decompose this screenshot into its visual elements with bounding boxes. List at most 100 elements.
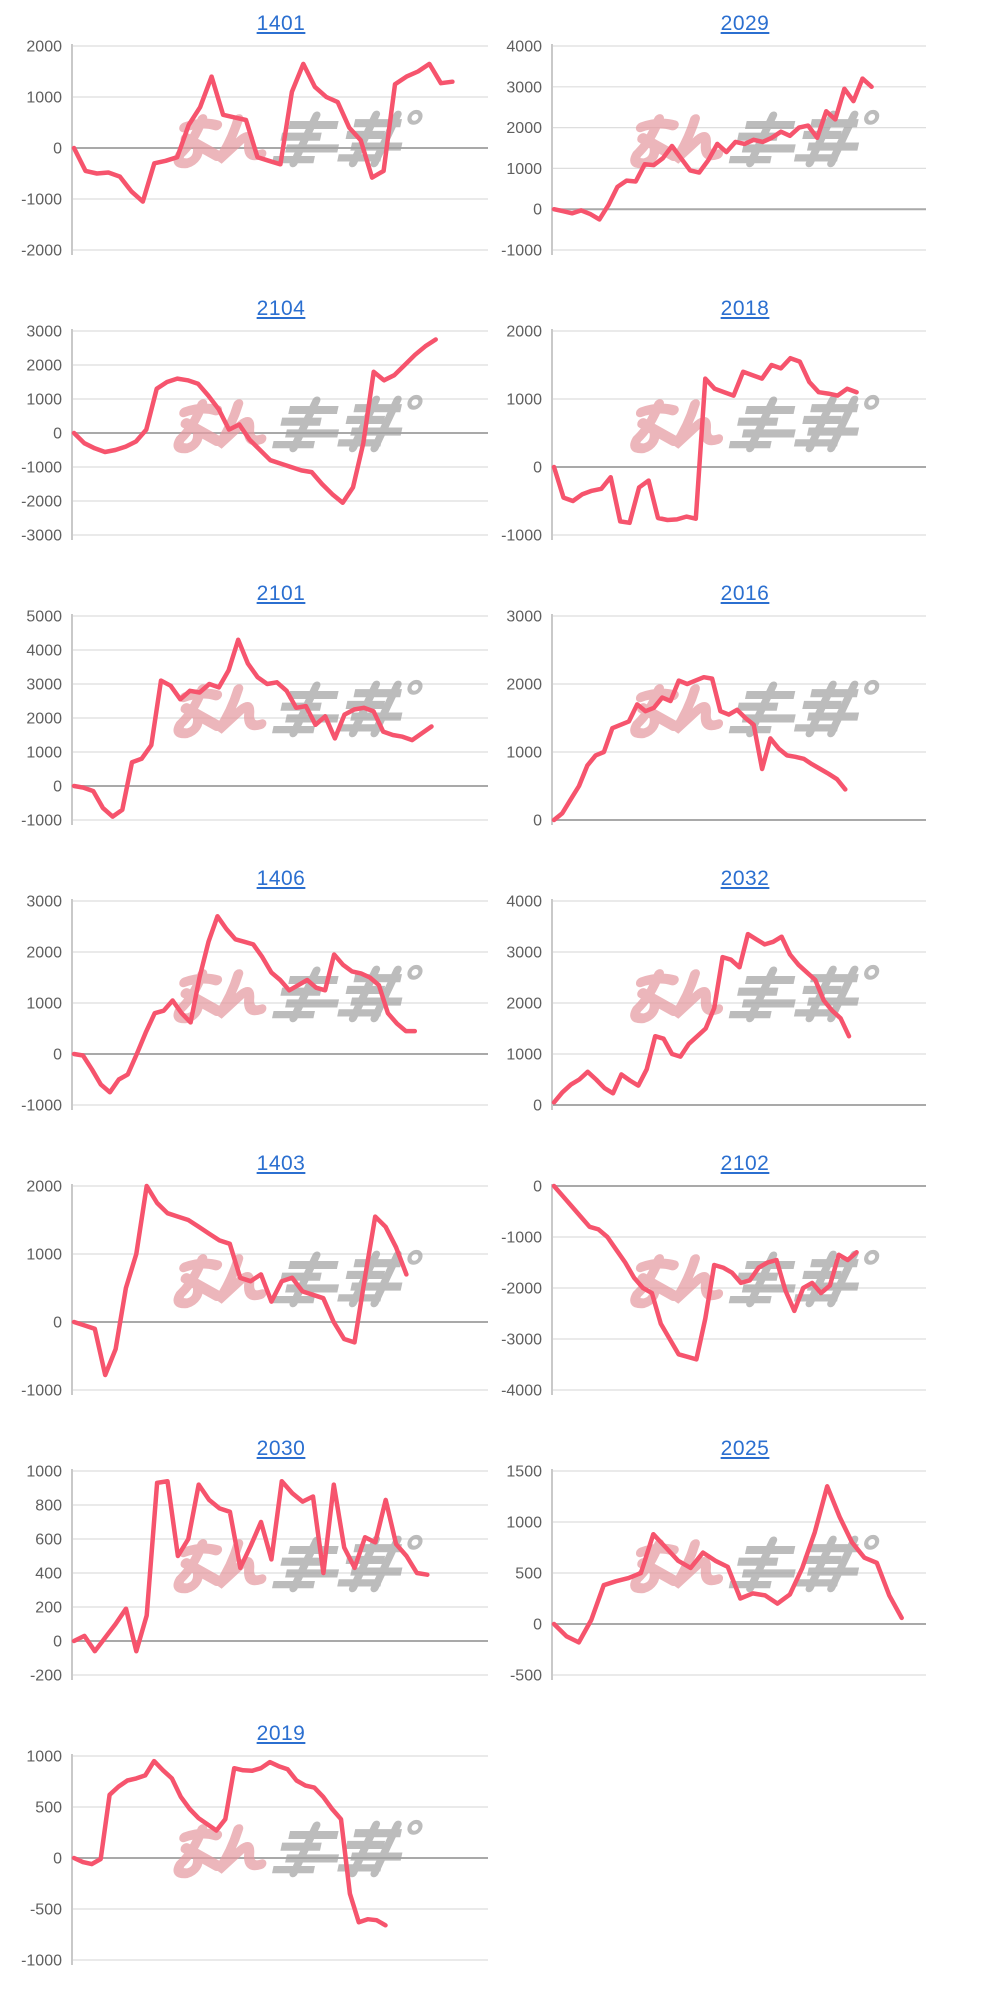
y-tick-label: 0 (53, 779, 62, 796)
y-tick-label: 0 (533, 813, 542, 830)
gridlines (72, 45, 488, 251)
y-tick-label: 4000 (506, 895, 542, 911)
chart-plot: 0 -1000 -2000 -3000 -4000 (490, 1180, 938, 1404)
y-tick-label: 3000 (506, 945, 542, 962)
chart-plot: 2000 1000 0 -1000 -2000 (0, 40, 490, 264)
y-tick-label: 1000 (506, 392, 542, 409)
y-tick-label: 1000 (26, 1465, 62, 1481)
y-tick-label: -3000 (21, 528, 62, 545)
series-line (551, 76, 874, 222)
y-tick-label: 1000 (26, 392, 62, 409)
y-tick-label: 0 (53, 1047, 62, 1064)
y-tick-label: -1000 (21, 813, 62, 830)
y-tick-label: -1000 (501, 1230, 542, 1247)
chart-plot: 2000 1000 0 -1000 (0, 1180, 490, 1404)
chart-title-link-2025[interactable]: 2025 (720, 1437, 770, 1460)
watermark (630, 964, 880, 1024)
chart-title-link-2032[interactable]: 2032 (720, 867, 770, 890)
chart-panel-2019: 2019 1000 500 0 -500 -1000 (0, 1715, 490, 2000)
y-tick-label: 2000 (26, 945, 62, 962)
chart-title-link-2016[interactable]: 2016 (720, 582, 770, 605)
series-line (551, 931, 852, 1105)
watermark-pink (173, 684, 267, 739)
watermark (630, 394, 880, 454)
chart-title-link-1403[interactable]: 1403 (256, 1152, 306, 1175)
chart-title-link-2030[interactable]: 2030 (256, 1437, 306, 1460)
y-tick-label: 1000 (506, 1515, 542, 1532)
y-tick-label: 4000 (26, 643, 62, 660)
chart-title-link-2019[interactable]: 2019 (256, 1722, 306, 1745)
chart-panel-1403: 1403 2000 1000 0 -1000 (0, 1145, 490, 1430)
chart-plot: 2000 1000 0 -1000 (490, 325, 938, 549)
y-tick-label: -1000 (21, 192, 62, 209)
chart-title-link-2018[interactable]: 2018 (720, 297, 770, 320)
chart-panel-2030: 2030 1000 800 600 400 200 0 -200 (0, 1430, 490, 1715)
y-axis-labels: 1000 800 600 400 200 0 -200 (26, 1465, 62, 1685)
chart-title-link-2102[interactable]: 2102 (720, 1152, 770, 1175)
chart-plot: 1000 800 600 400 200 0 -200 (0, 1465, 490, 1689)
y-tick-label: -200 (30, 1668, 62, 1685)
watermark-gray-strokes (289, 1534, 423, 1593)
watermark-pink (630, 969, 724, 1024)
series-line (71, 337, 438, 505)
chart-plot: 3000 2000 1000 0 -1000 (0, 895, 490, 1119)
y-axis-labels: 2000 1000 0 -1000 (501, 325, 542, 545)
y-tick-label: -500 (510, 1668, 542, 1685)
y-tick-label: -2000 (21, 243, 62, 260)
y-tick-label: 3000 (506, 610, 542, 626)
y-axis-labels: 3000 2000 1000 0 -1000 (21, 895, 62, 1115)
chart-title-link-2029[interactable]: 2029 (720, 12, 770, 35)
y-tick-label: 5000 (26, 610, 62, 626)
y-tick-label: 400 (35, 1566, 62, 1583)
chart-panel-1406: 1406 3000 2000 1000 0 -1000 (0, 860, 490, 1145)
series-line (71, 637, 434, 819)
y-tick-label: 0 (533, 1180, 542, 1196)
chart-plot: 1500 1000 500 0 -500 (490, 1465, 938, 1689)
chart-plot: 4000 3000 2000 1000 0 (490, 895, 938, 1119)
gridlines (72, 900, 488, 1106)
series-line (71, 1478, 430, 1654)
y-tick-label: 1000 (26, 1750, 62, 1766)
y-tick-label: 1000 (506, 1047, 542, 1064)
chart-title-link-1401[interactable]: 1401 (256, 12, 306, 35)
chart-plot: 3000 2000 1000 0 (490, 610, 938, 834)
y-axis-labels: 5000 4000 3000 2000 1000 0 -1000 (21, 610, 62, 830)
y-tick-label: -500 (30, 1902, 62, 1919)
y-tick-label: 2000 (506, 996, 542, 1013)
series-line (551, 1183, 859, 1362)
y-tick-label: -2000 (501, 1281, 542, 1298)
chart-title-link-2104[interactable]: 2104 (256, 297, 306, 320)
y-tick-label: 500 (35, 1800, 62, 1817)
watermark-pink (173, 1824, 267, 1879)
gridlines (552, 330, 926, 536)
y-axis-labels: 3000 2000 1000 0 (506, 610, 542, 830)
y-tick-label: 0 (533, 1098, 542, 1115)
gridlines (552, 615, 926, 821)
y-tick-label: 2000 (26, 1180, 62, 1196)
series-line (71, 1758, 388, 1928)
chart-title-link-2101[interactable]: 2101 (256, 582, 306, 605)
series-line (71, 914, 418, 1095)
y-tick-label: 2000 (26, 711, 62, 728)
y-tick-label: 1000 (26, 90, 62, 107)
watermark-gray (728, 974, 860, 1019)
y-axis-labels: 0 -1000 -2000 -3000 -4000 (501, 1180, 542, 1400)
y-tick-label: 3000 (26, 895, 62, 911)
y-tick-label: -1000 (21, 1383, 62, 1400)
y-tick-label: 0 (533, 202, 542, 219)
y-tick-label: 3000 (26, 325, 62, 341)
chart-plot: 3000 2000 1000 0 -1000 -2000 -3000 (0, 325, 490, 549)
gridlines (552, 1185, 926, 1391)
watermark (630, 1249, 880, 1309)
y-axis-labels: 2000 1000 0 -1000 (21, 1180, 62, 1400)
y-tick-label: 1000 (26, 745, 62, 762)
y-tick-label: 500 (515, 1566, 542, 1583)
watermark-gray-strokes (746, 394, 880, 453)
chart-title-link-1406[interactable]: 1406 (256, 867, 306, 890)
chart-panel-1401: 1401 2000 1000 0 -1000 -2000 (0, 5, 490, 290)
chart-panel-2018: 2018 2000 1000 0 -1000 (490, 290, 938, 575)
watermark-pink (173, 1254, 267, 1309)
y-axis-labels: 2000 1000 0 -1000 -2000 (21, 40, 62, 260)
y-tick-label: -1000 (21, 460, 62, 477)
watermark-pink (630, 399, 724, 454)
